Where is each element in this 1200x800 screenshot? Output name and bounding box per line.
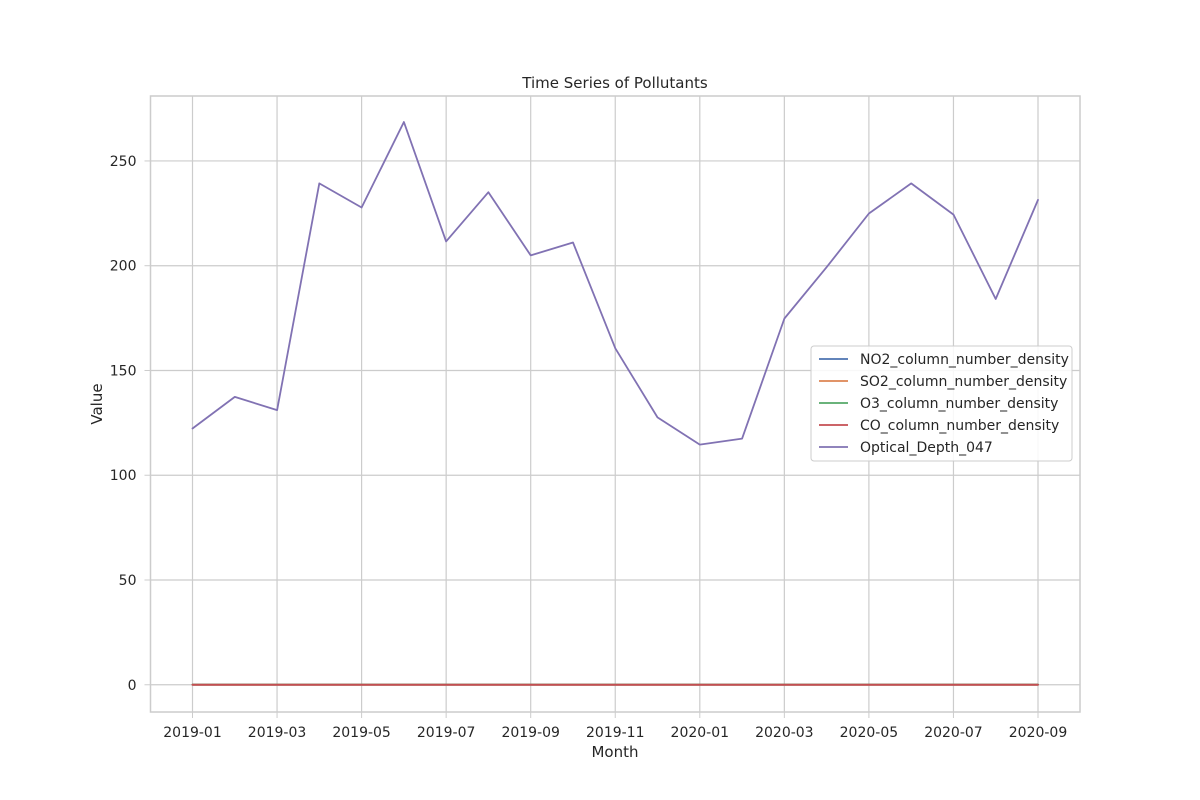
series-line-optical-depth-047 — [191, 121, 1039, 446]
x-tick-label: 2020-07 — [924, 725, 983, 741]
x-tick-label: 2019-07 — [417, 725, 476, 741]
y-tick-label: 150 — [110, 363, 137, 379]
legend-label: Optical_Depth_047 — [860, 440, 993, 456]
y-axis-label: Value — [88, 383, 106, 424]
chart-title: Time Series of Pollutants — [521, 74, 708, 92]
y-tick-label: 0 — [128, 678, 137, 694]
x-tick-label: 2020-05 — [840, 725, 899, 741]
x-axis-label: Month — [591, 743, 638, 761]
x-tick-label: 2020-01 — [671, 725, 730, 741]
legend-label: O3_column_number_density — [860, 396, 1058, 412]
x-tick-label: 2020-09 — [1009, 725, 1068, 741]
series-lines — [191, 121, 1039, 686]
x-tick-label: 2020-03 — [755, 725, 814, 741]
x-tick-label: 2019-03 — [248, 725, 307, 741]
x-tick-label: 2019-01 — [163, 725, 222, 741]
legend-frame — [810, 345, 1073, 462]
x-tick-label: 2019-09 — [501, 725, 560, 741]
plot-area-frame — [149, 95, 1081, 713]
legend-label: SO2_column_number_density — [860, 374, 1067, 390]
legend: NO2_column_number_density SO2_column_numb… — [810, 345, 1073, 462]
legend-label: CO_column_number_density — [860, 418, 1059, 434]
y-tick-label: 50 — [119, 573, 137, 589]
y-tick-label: 200 — [110, 259, 137, 275]
legend-label: NO2_column_number_density — [860, 352, 1069, 368]
y-tick-label: 250 — [110, 154, 137, 170]
grid — [150, 96, 1080, 712]
x-tick-label: 2019-05 — [332, 725, 391, 741]
axis-ticks: 0 50 100 150 200 250 2019-01 2019-03 2019-05 2019… — [110, 154, 1067, 741]
y-tick-label: 100 — [110, 468, 137, 484]
x-tick-label: 2019-11 — [586, 725, 645, 741]
